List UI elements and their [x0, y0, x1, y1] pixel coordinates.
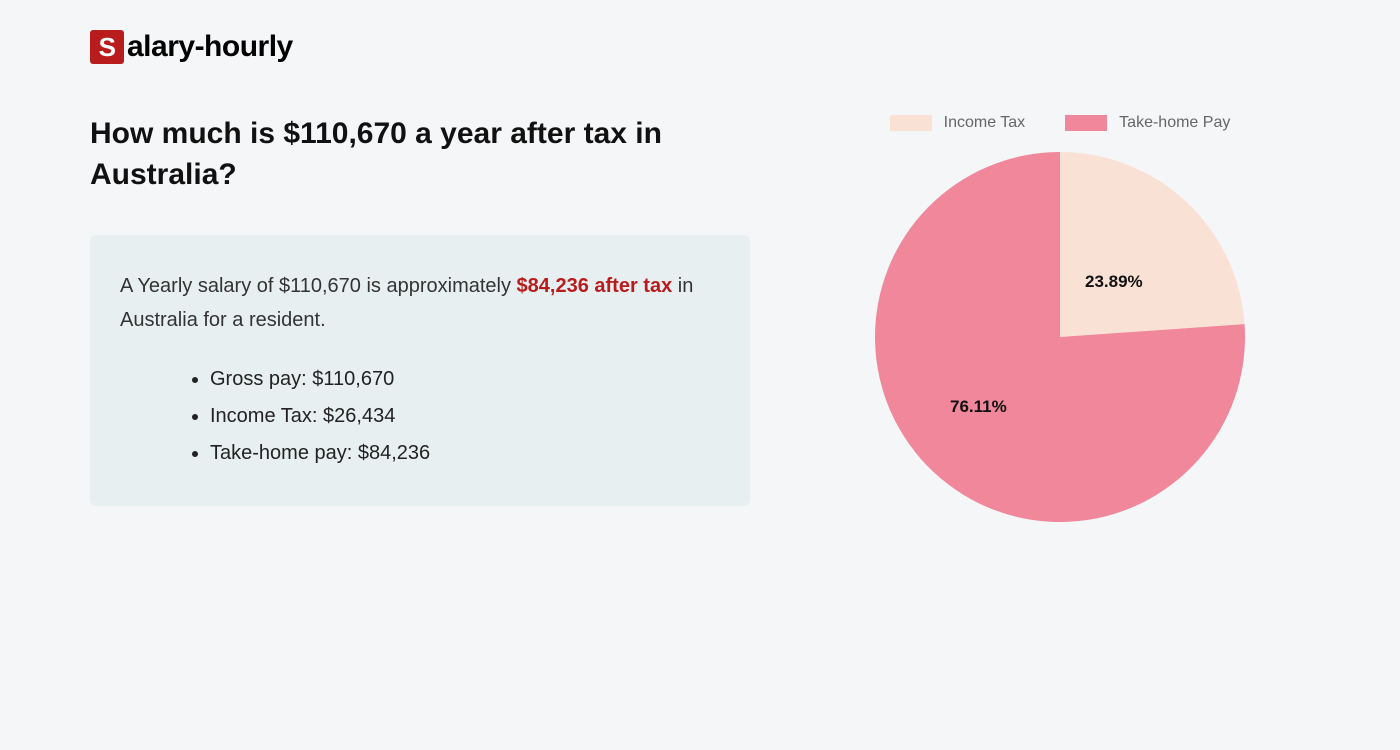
legend-swatch-icon [1065, 115, 1107, 131]
legend-label: Take-home Pay [1119, 114, 1230, 132]
legend-item-income-tax: Income Tax [890, 114, 1026, 132]
pie-svg [875, 152, 1245, 522]
legend-item-take-home: Take-home Pay [1065, 114, 1230, 132]
chart-column: Income Tax Take-home Pay 23.89% 76.11% [810, 114, 1310, 522]
summary-box: A Yearly salary of $110,670 is approxima… [90, 235, 750, 506]
legend-swatch-icon [890, 115, 932, 131]
summary-text-before: A Yearly salary of $110,670 is approxima… [120, 275, 517, 297]
pie-chart: 23.89% 76.11% [875, 152, 1245, 522]
logo-text: alary-hourly [127, 30, 293, 64]
summary-highlight: $84,236 after tax [517, 275, 673, 297]
chart-legend: Income Tax Take-home Pay [890, 114, 1231, 132]
summary-sentence: A Yearly salary of $110,670 is approxima… [120, 269, 720, 337]
text-column: How much is $110,670 a year after tax in… [90, 114, 750, 522]
legend-label: Income Tax [944, 114, 1026, 132]
pie-slice-label: 76.11% [950, 397, 1007, 417]
site-logo: Salary-hourly [90, 30, 1310, 64]
main-content: How much is $110,670 a year after tax in… [90, 114, 1310, 522]
list-item: Income Tax: $26,434 [210, 398, 720, 435]
pie-slice-label: 23.89% [1085, 272, 1143, 292]
page-title: How much is $110,670 a year after tax in… [90, 114, 750, 195]
logo-s-icon: S [90, 30, 124, 64]
summary-bullet-list: Gross pay: $110,670 Income Tax: $26,434 … [120, 361, 720, 472]
list-item: Take-home pay: $84,236 [210, 435, 720, 472]
list-item: Gross pay: $110,670 [210, 361, 720, 398]
